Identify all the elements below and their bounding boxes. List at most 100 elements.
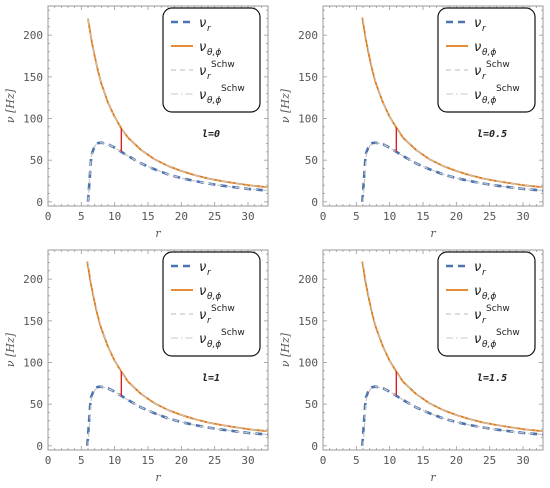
legend-subscript: θ,ϕ (207, 96, 221, 106)
x-tick-label: 15 (416, 210, 429, 223)
y-tick-label: 150 (23, 71, 43, 84)
x-tick-label: 0 (45, 210, 52, 223)
y-tick-label: 50 (30, 154, 43, 167)
series-nu-r-schw-line (87, 386, 268, 446)
legend-symbol: ν (474, 16, 481, 31)
y-tick-label: 0 (311, 440, 318, 453)
x-tick-label: 20 (450, 454, 463, 467)
y-tick-label: 100 (298, 357, 318, 370)
x-tick-label: 5 (353, 454, 360, 467)
x-tick-label: 0 (320, 454, 327, 467)
legend-symbol: ν (474, 40, 481, 55)
series-nu-r-line (361, 385, 543, 446)
legend-symbol: ν (474, 64, 481, 79)
y-tick-label: 0 (311, 196, 318, 209)
legend-subscript: θ,ϕ (482, 292, 496, 302)
legend-subscript: r (207, 72, 212, 82)
x-tick-label: 10 (383, 454, 396, 467)
legend-superscript: Schw (221, 84, 245, 94)
x-tick-label: 30 (516, 454, 529, 467)
series-group (361, 261, 543, 446)
y-axis-label: ν [Hz] (279, 332, 292, 367)
legend-subscript: θ,ϕ (207, 48, 221, 58)
plot-frame (322, 249, 544, 451)
legend-subscript: r (482, 72, 487, 82)
x-tick-label: 25 (208, 210, 221, 223)
x-tick-label: 25 (483, 454, 496, 467)
series-nu-theta-phi-schw-line (87, 18, 268, 188)
y-tick-label: 150 (298, 71, 318, 84)
legend-subscript: r (482, 316, 487, 326)
chart-panel: 0 5 10 15 20 25 30 0 50 100 150 200 r ν [Hz] l=1 ν r ν θ,ϕ… (0, 244, 275, 488)
series-nu-r-line (86, 385, 268, 446)
legend-symbol: ν (474, 332, 481, 347)
series-nu-r-schw-line (87, 142, 268, 202)
legend-symbol: ν (199, 64, 206, 79)
legend-superscript: Schw (486, 304, 510, 314)
x-tick-label: 20 (175, 454, 188, 467)
series-nu-r-line (361, 141, 543, 202)
series-nu-r-schw-line (362, 386, 543, 446)
plot-frame (47, 249, 269, 451)
y-tick-label: 100 (298, 113, 318, 126)
y-tick-label: 50 (305, 154, 318, 167)
legend-symbol: ν (199, 284, 206, 299)
x-tick-label: 20 (175, 210, 188, 223)
legend-superscript: Schw (211, 60, 235, 70)
parameter-annotation: l=0.5 (477, 129, 507, 140)
legend-superscript: Schw (221, 328, 245, 338)
legend-superscript: Schw (211, 304, 235, 314)
series-group (86, 261, 268, 446)
x-tick-label: 20 (450, 210, 463, 223)
legend-symbol: ν (474, 308, 481, 323)
legend-subscript: r (207, 316, 212, 326)
legend-subscript: r (207, 268, 212, 278)
x-tick-label: 0 (45, 454, 52, 467)
series-nu-theta-phi-schw-line (87, 262, 268, 432)
x-axis-label: r (430, 471, 436, 484)
legend-subscript: r (207, 24, 212, 34)
x-tick-label: 5 (353, 210, 360, 223)
x-axis-label: r (430, 227, 436, 240)
legend-subscript: r (482, 24, 487, 34)
legend-subscript: θ,ϕ (207, 292, 221, 302)
y-tick-label: 200 (298, 273, 318, 286)
parameter-annotation: l=1.5 (477, 373, 507, 384)
series-group (86, 18, 268, 202)
y-tick-label: 200 (23, 29, 43, 42)
series-nu-r-line (86, 141, 268, 202)
parameter-annotation: l=0 (202, 129, 220, 140)
x-tick-label: 15 (416, 454, 429, 467)
legend-box (437, 7, 536, 113)
x-tick-label: 10 (383, 210, 396, 223)
legend-symbol: ν (199, 332, 206, 347)
chart-panel: 0 5 10 15 20 25 30 0 50 100 150 200 r ν [Hz] l=0 ν r ν θ,ϕ… (0, 0, 275, 244)
y-tick-label: 50 (305, 398, 318, 411)
y-tick-label: 50 (30, 398, 43, 411)
parameter-annotation: l=1 (202, 373, 220, 384)
y-tick-label: 0 (36, 196, 43, 209)
y-tick-label: 100 (23, 357, 43, 370)
plot-frame (322, 5, 544, 207)
legend-subscript: θ,ϕ (482, 96, 496, 106)
legend-superscript: Schw (496, 328, 520, 338)
legend-symbol: ν (474, 284, 481, 299)
legend-symbol: ν (199, 308, 206, 323)
legend-subscript: θ,ϕ (207, 340, 221, 350)
x-tick-label: 15 (141, 210, 154, 223)
legend-subscript: θ,ϕ (482, 340, 496, 350)
legend-symbol: ν (199, 16, 206, 31)
legend-superscript: Schw (496, 84, 520, 94)
x-tick-label: 30 (241, 210, 254, 223)
x-tick-label: 10 (108, 210, 121, 223)
legend-symbol: ν (199, 260, 206, 275)
legend-symbol: ν (199, 88, 206, 103)
x-tick-label: 5 (78, 210, 85, 223)
x-tick-label: 25 (208, 454, 221, 467)
plot-frame (47, 5, 269, 207)
